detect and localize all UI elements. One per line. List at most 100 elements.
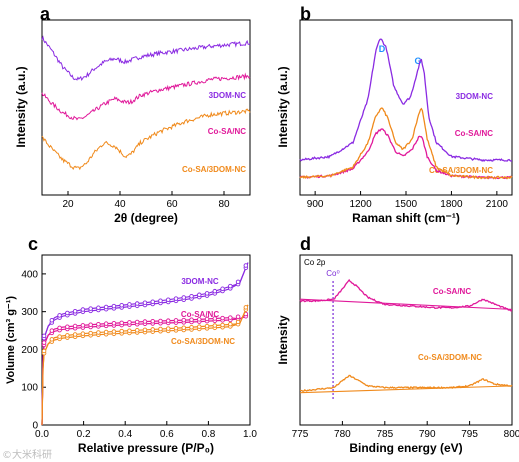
data-point-c-co-sa-3dom-nc bbox=[235, 319, 241, 325]
y-tick-label-c-2: 200 bbox=[21, 345, 38, 356]
data-point-c-co-sa-nc bbox=[80, 323, 86, 328]
curve-label-b-co-sa-nc: Co-SA/NC bbox=[455, 129, 493, 138]
data-point-c-co-sa-3dom-nc bbox=[57, 334, 62, 339]
x-tick-label-d-2: 785 bbox=[376, 429, 393, 440]
curve-label-c-co-sa-nc: Co-SA/NC bbox=[181, 310, 219, 319]
data-point-c-co-sa-3dom-nc bbox=[243, 305, 249, 310]
data-point-c-co-sa-3dom-nc bbox=[181, 325, 187, 330]
data-point-c-3dom-nc bbox=[65, 310, 70, 316]
data-point-c-co-sa-3dom-nc bbox=[228, 321, 233, 327]
curve-label-a-3dom-nc: 3DOM-NC bbox=[209, 91, 247, 100]
axis-label-x-c: Relative pressure (P/P₀) bbox=[78, 441, 214, 455]
data-point-c-3dom-nc bbox=[220, 286, 225, 292]
data-point-c-co-sa-3dom-nc bbox=[158, 326, 163, 332]
series-line-d-co-sa-nc bbox=[299, 278, 513, 312]
y-tick-label-c-4: 400 bbox=[21, 269, 38, 280]
curve-label-a-co-sa-3dom-nc: Co-SA/3DOM-NC bbox=[182, 165, 246, 174]
data-point-c-co-sa-3dom-nc bbox=[111, 329, 117, 334]
x-tick-label-b-4: 2100 bbox=[486, 199, 509, 210]
data-point-c-co-sa-3dom-nc bbox=[119, 328, 124, 334]
curve-label-d-co-sa-3dom-nc: Co-SA/3DOM-NC bbox=[418, 353, 482, 362]
plot-area-c: 0.0 0.2 0.4 0.6 0.8 1.0 0 100 200 300 400 bbox=[21, 262, 257, 440]
y-tick-label-c-1: 100 bbox=[21, 383, 38, 394]
data-point-c-3dom-nc bbox=[197, 292, 202, 298]
data-point-c-3dom-nc bbox=[49, 318, 55, 323]
axis-label-y-a: Intensity (a.u.) bbox=[14, 66, 28, 147]
data-point-c-3dom-nc bbox=[134, 301, 140, 306]
plot-frame-a bbox=[41, 19, 251, 196]
data-point-c-co-sa-nc bbox=[173, 318, 179, 323]
panel-letter-a: a bbox=[40, 4, 51, 24]
data-point-c-co-sa-nc bbox=[235, 314, 241, 319]
data-point-c-co-sa-3dom-nc bbox=[197, 324, 202, 329]
axis-label-y-c: Volume (cm³ g⁻¹) bbox=[5, 296, 17, 384]
panel-letter-b: b bbox=[300, 4, 311, 24]
data-point-c-co-sa-3dom-nc bbox=[72, 332, 78, 337]
series-line-d-co-sa-3dom-nc bbox=[299, 374, 513, 392]
data-point-c-3dom-nc bbox=[165, 297, 171, 302]
data-point-c-3dom-nc bbox=[57, 313, 62, 318]
data-point-c-co-sa-3dom-nc bbox=[127, 328, 132, 333]
data-point-c-3dom-nc bbox=[235, 279, 241, 285]
data-point-c-3dom-nc bbox=[158, 298, 163, 304]
data-point-c-co-sa-nc bbox=[134, 319, 140, 325]
baseline-d-0 bbox=[299, 298, 513, 310]
data-point-c-3dom-nc bbox=[72, 308, 78, 314]
curve-label-b-co-sa-3dom-nc: Co-SA/3DOM-NC bbox=[429, 166, 493, 175]
data-point-c-co-sa-3dom-nc bbox=[173, 325, 179, 331]
data-point-c-co-sa-3dom-nc bbox=[103, 329, 109, 335]
y-tick-label-c-0: 0 bbox=[32, 421, 38, 432]
x-tick-label-b-0: 900 bbox=[307, 199, 324, 210]
data-point-c-co-sa-3dom-nc bbox=[96, 330, 101, 335]
watermark: ©大米科研 bbox=[2, 450, 52, 461]
x-tick-label-d-5: 800 bbox=[504, 429, 519, 440]
data-point-c-co-sa-nc bbox=[88, 322, 93, 328]
data-point-c-co-sa-3dom-nc bbox=[134, 328, 140, 333]
data-point-c-co-sa-nc bbox=[57, 325, 62, 331]
data-point-c-co-sa-3dom-nc bbox=[49, 337, 55, 342]
peak-label-d: D bbox=[379, 44, 386, 54]
data-point-c-co-sa-3dom-nc bbox=[65, 333, 70, 338]
data-point-c-3dom-nc bbox=[189, 293, 194, 299]
curve-label-d-co-sa-nc: Co-SA/NC bbox=[433, 287, 471, 296]
data-point-c-3dom-nc bbox=[88, 306, 93, 311]
series-line-a-3dom-nc bbox=[41, 35, 251, 81]
plot-area-a: 20 40 60 80 bbox=[41, 35, 251, 210]
data-point-c-co-sa-nc bbox=[41, 340, 47, 345]
data-point-c-co-sa-nc bbox=[212, 316, 218, 321]
data-point-c-3dom-nc bbox=[96, 305, 101, 311]
data-point-c-co-sa-nc bbox=[150, 318, 155, 324]
data-point-c-co-sa-nc bbox=[49, 328, 55, 333]
data-point-c-co-sa-nc bbox=[111, 320, 117, 326]
axis-label-x-d: Binding energy (eV) bbox=[349, 441, 462, 455]
x-tick-label-d-3: 790 bbox=[419, 429, 436, 440]
data-point-c-co-sa-nc bbox=[103, 321, 109, 326]
data-point-c-co-sa-3dom-nc bbox=[41, 348, 47, 354]
x-tick-label-c-4: 0.8 bbox=[201, 429, 215, 440]
plot-frame-c bbox=[41, 254, 251, 426]
y-tick-label-c-3: 300 bbox=[21, 307, 38, 318]
x-tick-label-c-3: 0.6 bbox=[160, 429, 174, 440]
curve-label-b-3dom-nc: 3DOM-NC bbox=[456, 92, 494, 101]
curve-label-c-co-sa-3dom-nc: Co-SA/3DOM-NC bbox=[171, 337, 235, 346]
data-point-c-3dom-nc bbox=[173, 296, 179, 301]
x-tick-label-b-3: 1800 bbox=[440, 199, 463, 210]
peak-label-g: G bbox=[414, 56, 421, 66]
x-tick-label-d-0: 775 bbox=[292, 429, 309, 440]
x-tick-label-a-3: 80 bbox=[218, 199, 230, 210]
x-tick-label-a-2: 60 bbox=[166, 199, 178, 210]
data-point-c-co-sa-nc bbox=[220, 315, 225, 321]
data-point-c-3dom-nc bbox=[111, 303, 117, 309]
data-point-c-3dom-nc bbox=[103, 304, 109, 310]
data-point-c-co-sa-3dom-nc bbox=[165, 326, 171, 331]
baseline-d-1 bbox=[299, 385, 513, 394]
data-point-c-co-sa-nc bbox=[127, 320, 132, 325]
data-point-c-3dom-nc bbox=[142, 300, 148, 305]
data-point-c-co-sa-3dom-nc bbox=[142, 327, 148, 333]
data-point-c-co-sa-3dom-nc bbox=[80, 331, 86, 336]
axis-label-y-d: Intensity bbox=[276, 315, 290, 365]
data-point-c-co-sa-3dom-nc bbox=[189, 324, 194, 330]
axis-label-y-b: Intensity (a.u.) bbox=[276, 66, 290, 147]
data-point-c-co-sa-nc bbox=[204, 316, 210, 322]
